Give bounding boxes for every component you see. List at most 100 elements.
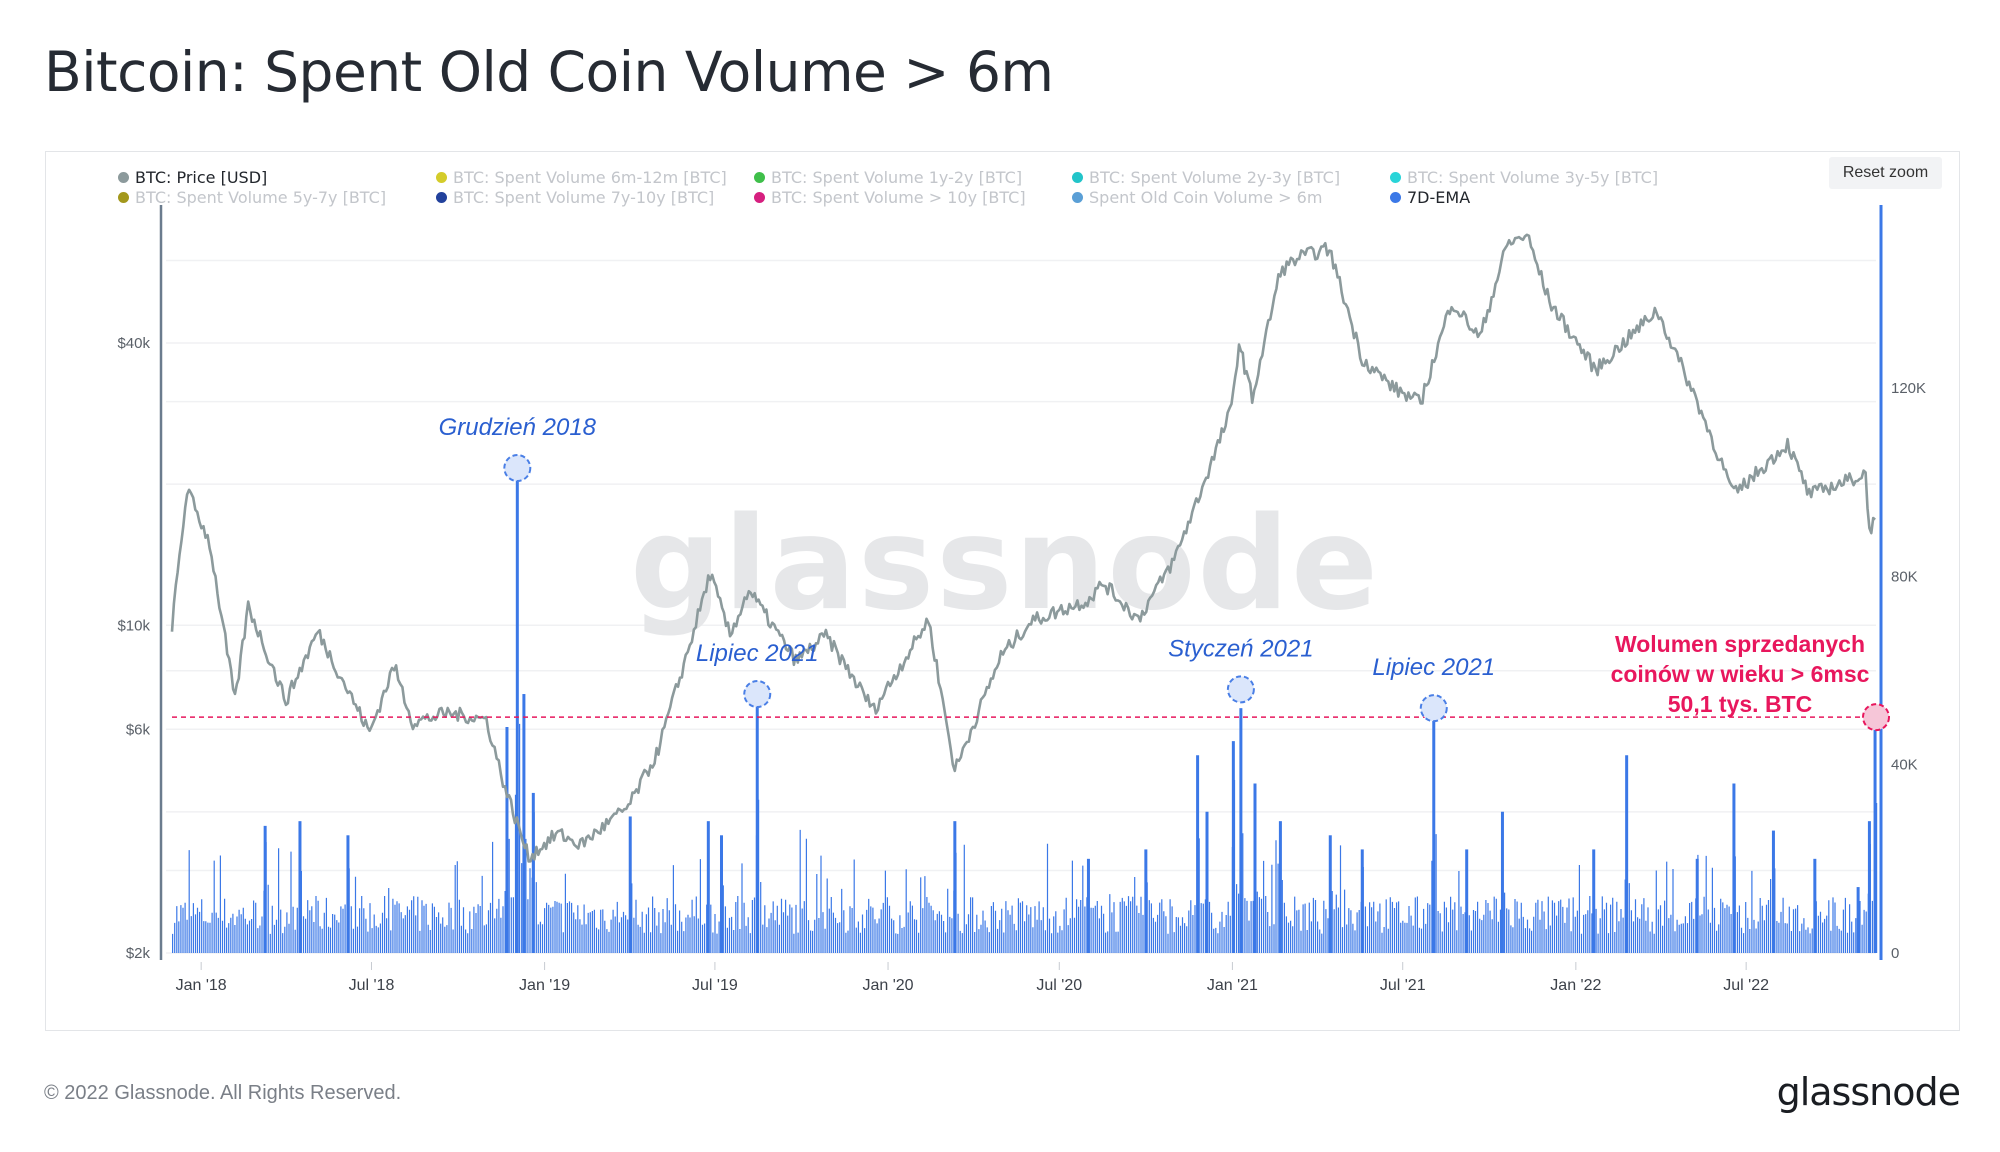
volume-spike-bar	[719, 835, 723, 953]
callout-text-line-3: 50,1 tys. BTC	[1668, 691, 1812, 717]
page-title: Bitcoin: Spent Old Coin Volume > 6m	[44, 40, 1054, 104]
volume-spike-bar	[755, 694, 759, 953]
volume-spike-bar	[1625, 755, 1629, 953]
legend-dot-icon	[754, 192, 765, 203]
volume-area	[172, 537, 1878, 953]
volume-spike-bar	[531, 792, 535, 953]
legend-dot-icon	[1390, 192, 1401, 203]
volume-spike-bar	[1813, 858, 1817, 953]
y-left-tick-label: $6k	[126, 721, 151, 738]
annotation-marker[interactable]	[1419, 694, 1448, 723]
volume-spike-bar	[1196, 755, 1200, 953]
legend-label: Spent Old Coin Volume > 6m	[1089, 188, 1323, 207]
x-tick-label: Jan '18	[176, 977, 227, 994]
y-right-tick-label: 0	[1891, 945, 1899, 962]
callout-text-line-1: Wolumen sprzedanych	[1615, 631, 1865, 657]
y-right-tick-label: 40K	[1891, 757, 1918, 774]
legend-item[interactable]: BTC: Spent Volume 6m-12m [BTC]	[436, 168, 727, 187]
footer-brand-logo: glassnode	[1776, 1070, 1961, 1114]
volume-spike-bar	[1695, 858, 1699, 953]
volume-spike-bar	[1592, 849, 1596, 953]
volume-spike-bar	[1205, 811, 1209, 953]
volume-spike-bar	[522, 694, 526, 953]
volume-spike-bar	[1239, 708, 1243, 953]
legend-item[interactable]: Spent Old Coin Volume > 6m	[1072, 188, 1322, 207]
legend-dot-icon	[436, 192, 447, 203]
volume-spike-bar	[1867, 821, 1871, 953]
annotation-label-2: Lipiec 2021	[696, 640, 819, 667]
legend-dot-icon	[118, 172, 129, 183]
x-tick-label: Jan '19	[519, 977, 570, 994]
volume-spike-bar	[1360, 849, 1364, 953]
volume-spike-bar	[1144, 849, 1148, 953]
price-line[interactable]	[170, 233, 1876, 863]
y-left-tick-label: $40k	[117, 335, 150, 352]
x-tick-label: Jul '21	[1380, 977, 1426, 994]
legend-label: BTC: Spent Volume 1y-2y [BTC]	[771, 168, 1023, 187]
volume-spike-bar	[1732, 783, 1736, 953]
annotation-label-3: Styczeń 2021	[1168, 635, 1313, 662]
x-tick-label: Jul '20	[1036, 977, 1082, 994]
volume-spike-bar	[1771, 830, 1775, 953]
legend-dot-icon	[1072, 172, 1083, 183]
y-right-tick-label: 80K	[1891, 568, 1918, 585]
callout-marker[interactable]	[1862, 703, 1890, 732]
volume-spike-bar	[1253, 783, 1257, 953]
volume-spike-bar	[346, 835, 350, 953]
legend-item[interactable]: BTC: Spent Volume 1y-2y [BTC]	[754, 168, 1022, 187]
legend-label: BTC: Spent Volume 5y-7y [BTC]	[135, 188, 387, 207]
legend-label: BTC: Spent Volume 2y-3y [BTC]	[1089, 168, 1341, 187]
legend-item[interactable]: BTC: Spent Volume > 10y [BTC]	[754, 188, 1026, 207]
legend-item[interactable]: 7D-EMA	[1390, 188, 1470, 207]
legend-item[interactable]: BTC: Spent Volume 7y-10y [BTC]	[436, 188, 714, 207]
x-tick-label: Jul '18	[349, 977, 395, 994]
watermark-text: glassnode	[630, 490, 1380, 639]
volume-spike-bar	[1500, 811, 1504, 953]
x-tick-label: Jan '21	[1207, 977, 1258, 994]
legend-label: BTC: Spent Volume 7y-10y [BTC]	[453, 188, 715, 207]
volume-spike-bar	[953, 821, 957, 953]
callout-text-line-2: coinów w wieku > 6msc	[1611, 661, 1870, 687]
legend-item[interactable]: BTC: Spent Volume 3y-5y [BTC]	[1390, 168, 1658, 187]
volume-spike-bar	[1278, 821, 1282, 953]
volume-spike-bar	[1086, 858, 1090, 953]
footer-copyright: © 2022 Glassnode. All Rights Reserved.	[44, 1082, 402, 1104]
y-left-tick-label: $2k	[126, 945, 151, 962]
chart-container	[45, 151, 1960, 1031]
volume-spike-bar	[1432, 708, 1436, 953]
annotation-marker[interactable]	[743, 680, 772, 709]
volume-spike-bar	[1231, 741, 1235, 953]
volume-spike-bar	[298, 821, 302, 953]
legend-label: BTC: Price [USD]	[135, 168, 268, 187]
reset-zoom-button[interactable]: Reset zoom	[1829, 157, 1942, 189]
x-tick-label: Jan '20	[862, 977, 913, 994]
legend-item[interactable]: BTC: Spent Volume 5y-7y [BTC]	[118, 188, 386, 207]
volume-spike-bar	[706, 821, 710, 953]
legend-item[interactable]: BTC: Spent Volume 2y-3y [BTC]	[1072, 168, 1340, 187]
volume-spike-bar	[1465, 849, 1469, 953]
y-left-tick-label: $10k	[117, 617, 150, 634]
legend-item[interactable]: BTC: Price [USD]	[118, 168, 267, 187]
x-tick-label: Jan '22	[1550, 977, 1601, 994]
y-right-tick-label: 120K	[1891, 380, 1926, 397]
legend-label: 7D-EMA	[1407, 188, 1471, 207]
legend-label: BTC: Spent Volume 3y-5y [BTC]	[1407, 168, 1659, 187]
volume-spike-bar	[515, 468, 519, 953]
legend-label: BTC: Spent Volume 6m-12m [BTC]	[453, 168, 727, 187]
volume-spike-bar	[263, 825, 267, 953]
annotation-marker[interactable]	[1226, 675, 1255, 704]
legend-dot-icon	[754, 172, 765, 183]
legend-dot-icon	[118, 192, 129, 203]
legend-label: BTC: Spent Volume > 10y [BTC]	[771, 188, 1026, 207]
volume-spike-bar	[628, 816, 632, 953]
legend-dot-icon	[1072, 192, 1083, 203]
volume-spike-bar	[1873, 717, 1877, 953]
annotation-marker[interactable]	[503, 454, 532, 483]
volume-spike-bar	[1856, 887, 1860, 953]
x-tick-label: Jul '19	[692, 977, 738, 994]
volume-spike-bar	[1328, 835, 1332, 953]
annotation-label-4: Lipiec 2021	[1372, 654, 1495, 681]
legend-dot-icon	[436, 172, 447, 183]
annotation-label-1: Grudzień 2018	[439, 414, 597, 441]
